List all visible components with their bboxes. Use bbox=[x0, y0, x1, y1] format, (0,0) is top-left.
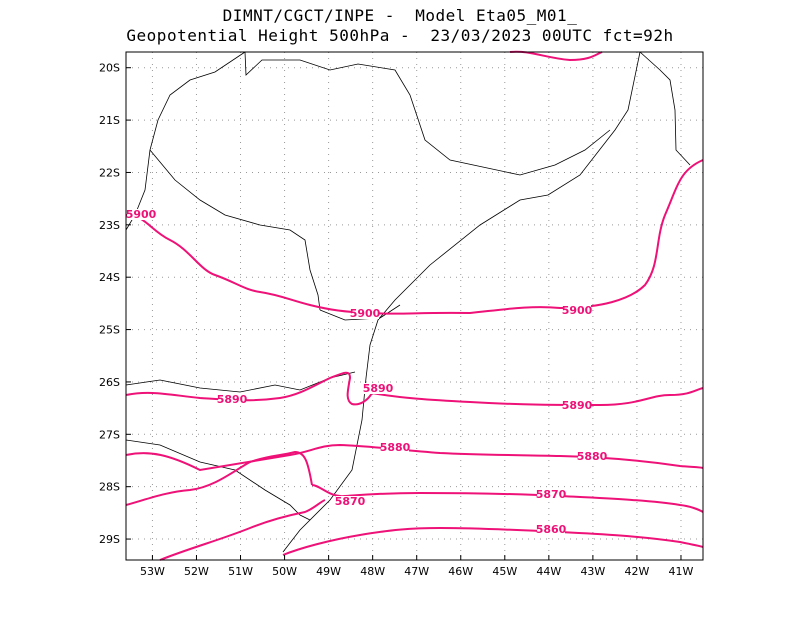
lon-tick-label: 46W bbox=[448, 565, 473, 578]
contour-5860 bbox=[159, 499, 326, 561]
contour-label-background bbox=[537, 524, 565, 535]
contour-label-5900: 5900 bbox=[350, 307, 381, 320]
lat-tick-label: 23S bbox=[99, 219, 120, 232]
lat-tick-label: 26S bbox=[99, 376, 120, 389]
lon-tick-label: 50W bbox=[272, 565, 297, 578]
contour-label-5890: 5890 bbox=[562, 399, 593, 412]
lat-tick-label: 25S bbox=[99, 324, 120, 337]
western-border bbox=[125, 51, 246, 231]
coastline bbox=[282, 51, 641, 553]
axis-ticks: 53W 52W 51W 50W 49W 48W 47W 46W 45W 44W 43W 42W 41W 2… bbox=[99, 62, 694, 578]
graticule bbox=[126, 52, 703, 560]
state-border-ms-sp bbox=[149, 149, 321, 311]
mg-rj-border bbox=[639, 51, 691, 166]
contour-label-background bbox=[336, 496, 364, 507]
contour-label-background bbox=[381, 442, 409, 453]
contour-label-5890: 5890 bbox=[363, 382, 394, 395]
contour-5870 bbox=[125, 450, 313, 506]
lat-tick-label: 20S bbox=[99, 62, 120, 75]
lat-tick-label: 24S bbox=[99, 271, 120, 284]
contour-label-5880: 5880 bbox=[577, 450, 608, 463]
contour-label-background bbox=[537, 489, 565, 500]
contour-label-5860: 5860 bbox=[536, 523, 567, 536]
contour-label-background bbox=[351, 308, 379, 319]
contour-label-background bbox=[563, 400, 591, 411]
contour-label-5870: 5870 bbox=[335, 495, 366, 508]
lat-tick-label: 29S bbox=[99, 533, 120, 546]
lon-tick-label: 51W bbox=[228, 565, 253, 578]
contour-label-background bbox=[218, 394, 246, 405]
coastline-and-borders bbox=[125, 51, 691, 553]
contour-label-5900: 5900 bbox=[126, 208, 157, 221]
lon-tick-label: 42W bbox=[624, 565, 649, 578]
lon-tick-label: 45W bbox=[492, 565, 517, 578]
contour-5890 bbox=[125, 371, 373, 406]
map-frame bbox=[125, 51, 704, 561]
lat-tick-label: 28S bbox=[99, 481, 120, 494]
contour-label-background bbox=[578, 451, 606, 462]
lon-tick-label: 44W bbox=[536, 565, 561, 578]
contour-label-5880: 5880 bbox=[380, 441, 411, 454]
contour-labels: 5900 5900 5900 5890 5890 5890 5880 5880 5870 5870… bbox=[126, 208, 608, 536]
contour-label-5900: 5900 bbox=[562, 304, 593, 317]
contour-label-background bbox=[563, 305, 591, 316]
contour-label-background bbox=[364, 383, 392, 394]
lon-tick-label: 53W bbox=[140, 565, 165, 578]
lon-tick-label: 48W bbox=[360, 565, 385, 578]
contour-5890 bbox=[371, 387, 704, 407]
contour-5870 bbox=[311, 484, 704, 513]
contour-label-5870: 5870 bbox=[536, 488, 567, 501]
contour-5900 bbox=[509, 50, 603, 62]
contour-5860 bbox=[282, 526, 704, 556]
contour-5880 bbox=[125, 443, 704, 472]
contour-label-background bbox=[127, 209, 155, 220]
lat-tick-label: 21S bbox=[99, 114, 120, 127]
lat-tick-label: 27S bbox=[99, 428, 120, 441]
lon-tick-label: 41W bbox=[669, 565, 694, 578]
lon-tick-label: 43W bbox=[580, 565, 605, 578]
state-border-sp-mg bbox=[244, 51, 611, 176]
lat-tick-label: 22S bbox=[99, 166, 120, 179]
lon-tick-label: 49W bbox=[316, 565, 341, 578]
lon-tick-label: 47W bbox=[404, 565, 429, 578]
contour-label-5890: 5890 bbox=[217, 393, 248, 406]
map-title-line2: Geopotential Height 500hPa - 23/03/2023 … bbox=[126, 26, 674, 45]
contour-5900 bbox=[125, 159, 704, 315]
lon-tick-label: 52W bbox=[184, 565, 209, 578]
map-title-line1: DIMNT/CGCT/INPE - Model Eta05_M01_ bbox=[222, 6, 578, 25]
